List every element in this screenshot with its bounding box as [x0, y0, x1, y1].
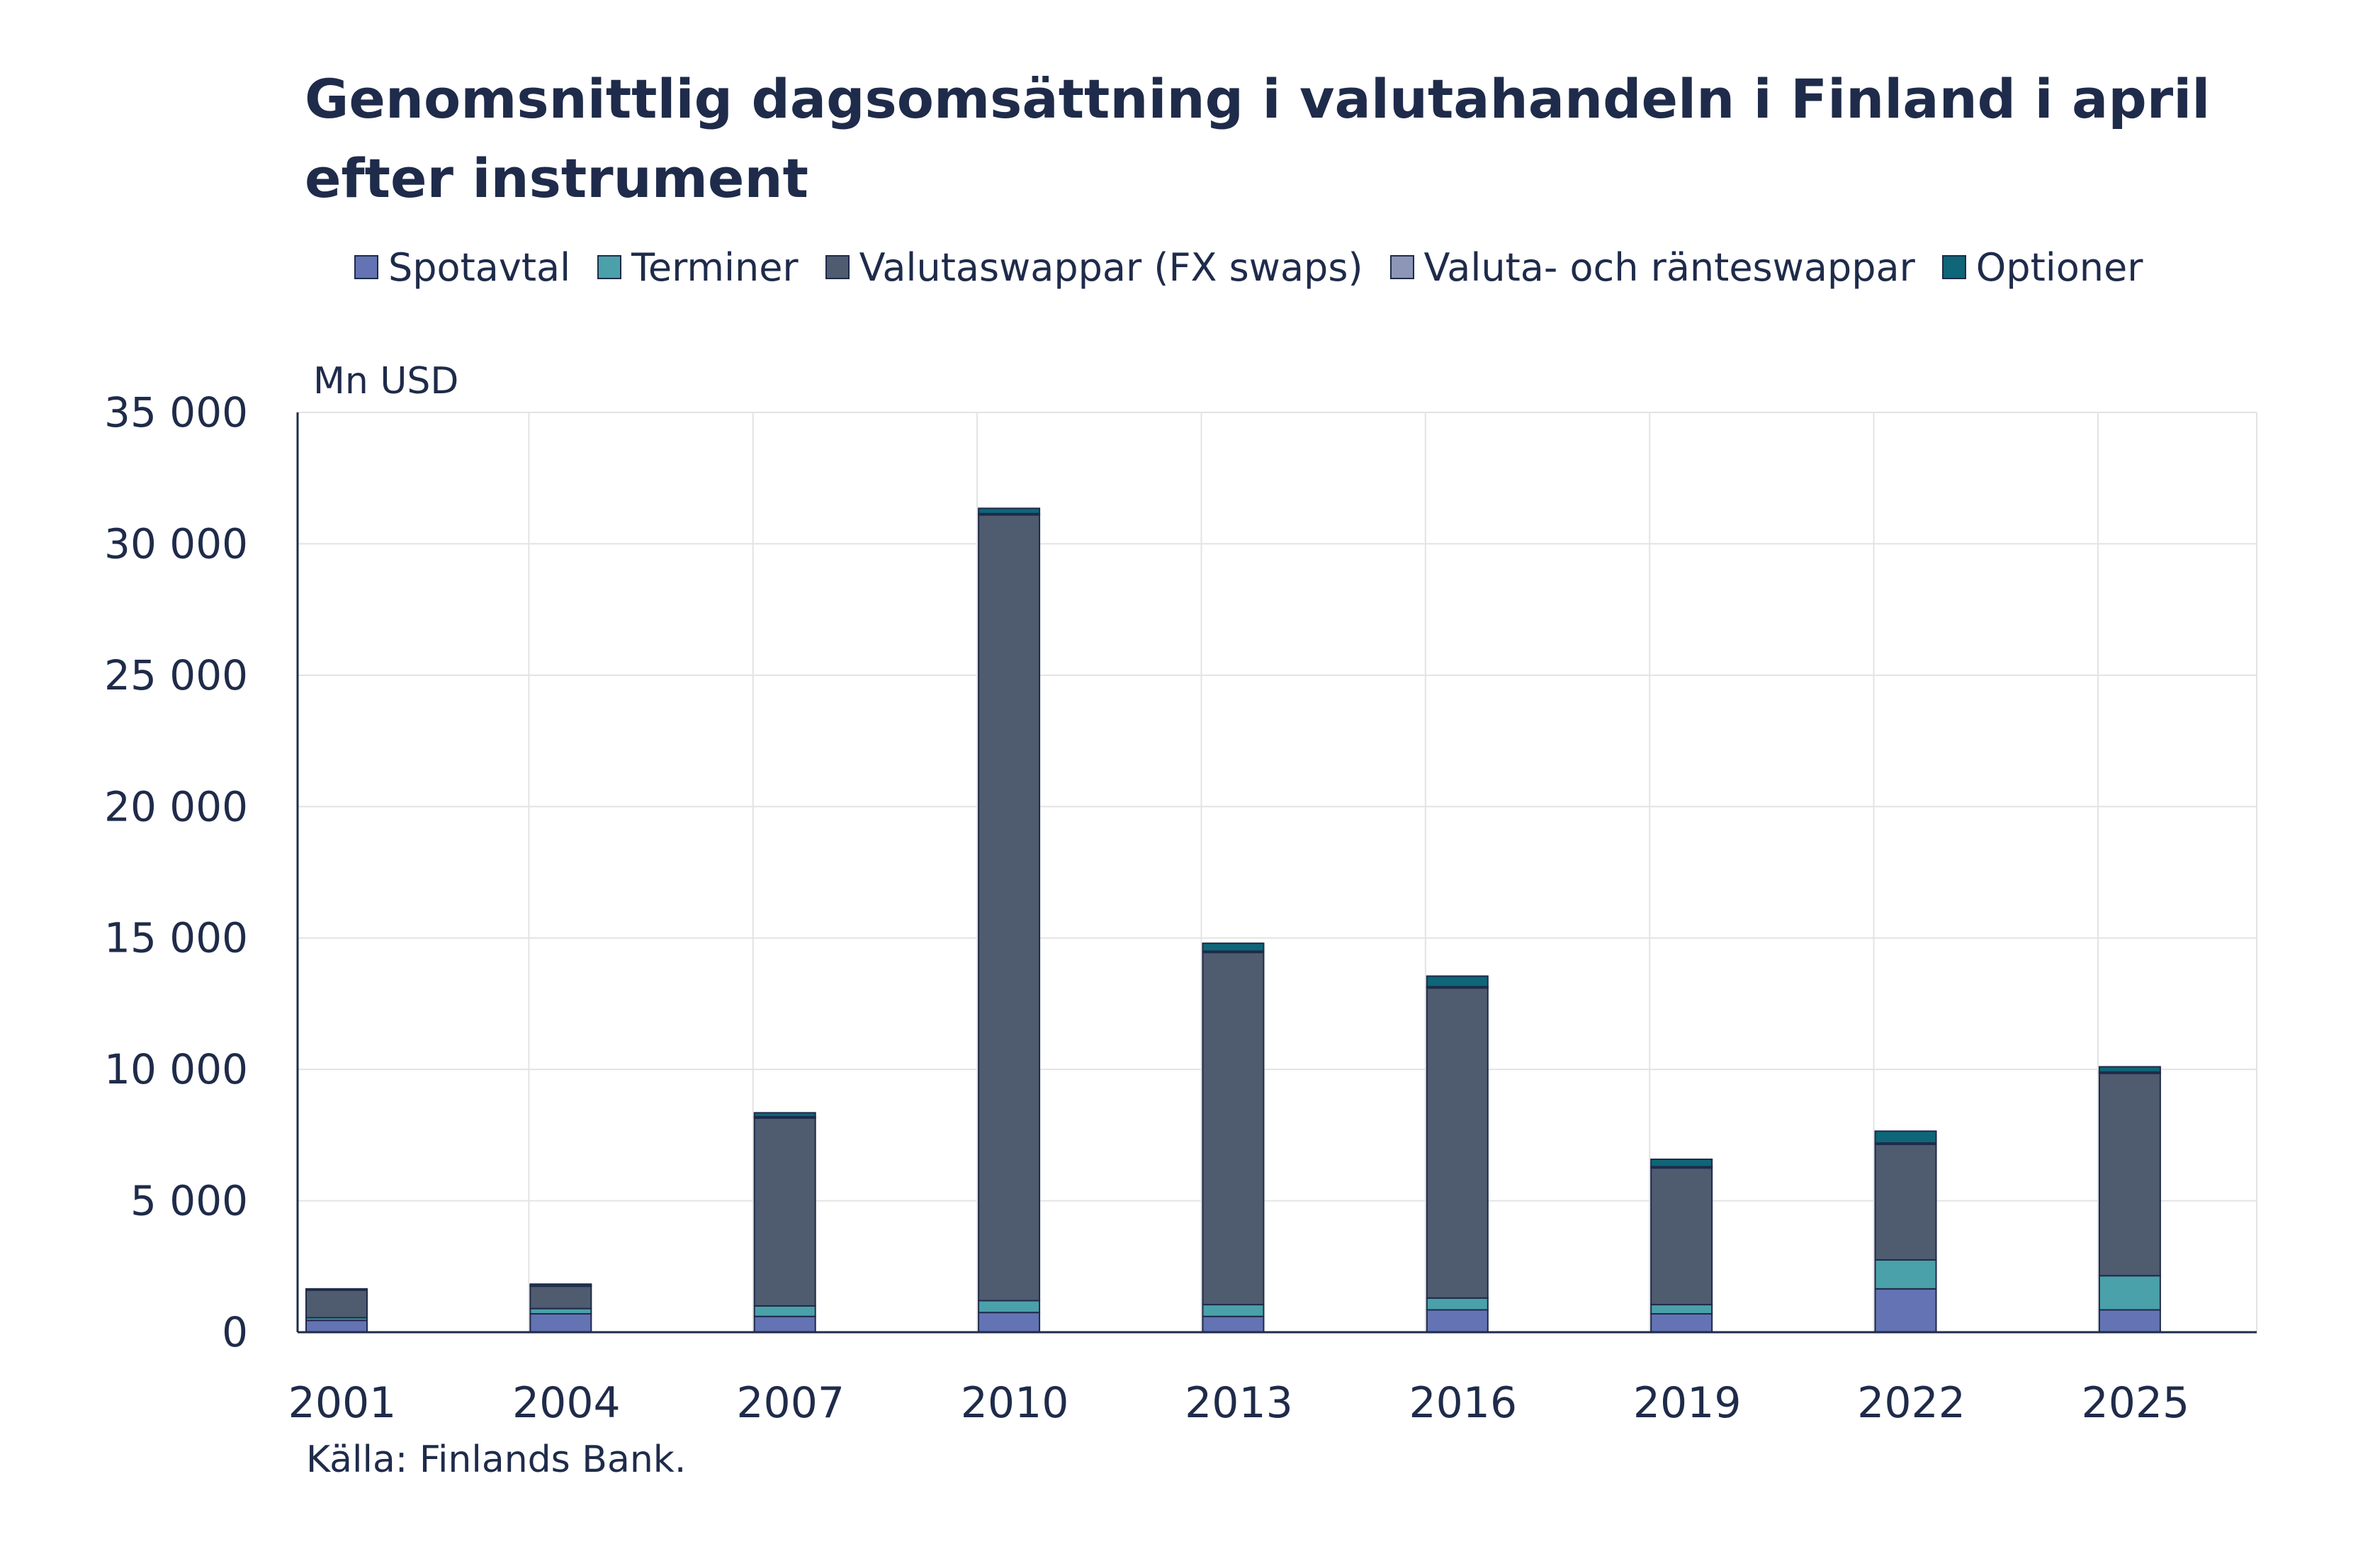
bar-segment: [978, 1300, 1041, 1314]
y-tick-label: 10 000: [104, 1045, 248, 1093]
bar-segment: [529, 1283, 592, 1287]
x-tick-label: 2022: [1857, 1378, 1966, 1428]
y-tick-label: 35 000: [104, 388, 248, 437]
bar-segment: [978, 1312, 1041, 1333]
bar-segment: [305, 1288, 368, 1290]
bar-segment: [753, 1117, 816, 1307]
legend-label: Valutaswappar (FX swaps): [859, 244, 1363, 290]
legend-item: Optioner: [1941, 244, 2143, 290]
bar-segment: [1874, 1130, 1937, 1144]
legend-label: Terminer: [631, 244, 799, 290]
x-tick-label: 2007: [736, 1378, 845, 1428]
bar-segment: [305, 1289, 368, 1319]
bar-segment: [1650, 1158, 1713, 1168]
bar-segment: [1650, 1167, 1713, 1306]
bar-segment: [1202, 1315, 1265, 1333]
bar-segment: [2098, 1072, 2161, 1277]
legend-swatch: [825, 255, 850, 279]
y-tick-label: 15 000: [104, 914, 248, 962]
x-tick-label: 2004: [512, 1378, 621, 1428]
bar-segment: [753, 1112, 816, 1117]
bar-segment: [2098, 1275, 2161, 1311]
source-note: Källa: Finlands Bank.: [306, 1438, 687, 1481]
y-tick-label: 5 000: [130, 1177, 248, 1225]
legend-item: Spotavtal: [354, 245, 570, 290]
legend-label: Optioner: [1975, 244, 2143, 290]
bar-segment: [305, 1319, 368, 1333]
y-tick-label: 30 000: [104, 519, 248, 568]
y-axis-unit-label: Mn USD: [313, 360, 459, 402]
x-tick-label: 2025: [2082, 1378, 2190, 1428]
bar-segment: [753, 1305, 816, 1317]
chart-title: Genomsnittlig dagsomsättning i valutahan…: [305, 67, 2211, 210]
x-tick-label: 2016: [1409, 1378, 1517, 1428]
chart-legend: Spotavtal Terminer Valutaswappar (FX swaps…: [354, 235, 2143, 299]
bar-segment: [1202, 1304, 1265, 1317]
bar-segment: [1874, 1288, 1937, 1334]
legend-swatch: [354, 255, 378, 279]
bar-segment: [1874, 1143, 1937, 1261]
bar-segment: [529, 1307, 592, 1315]
bar-segment: [1650, 1304, 1713, 1315]
legend-item: Valuta- och ränteswappar: [1389, 244, 1915, 290]
legend-item: Terminer: [597, 245, 799, 290]
bar-segment: [1426, 1297, 1489, 1311]
legend-item: Valutaswappar (FX swaps): [825, 245, 1363, 290]
legend-label: Spotavtal: [388, 244, 571, 290]
bar-segment: [2098, 1309, 2161, 1334]
bar-segment: [529, 1285, 592, 1310]
x-tick-label: 2019: [1633, 1378, 1742, 1428]
x-tick-label: 2001: [288, 1378, 397, 1428]
bar-segment: [1426, 987, 1489, 1299]
y-tick-label: 25 000: [104, 651, 248, 699]
x-tick-label: 2013: [1185, 1378, 1293, 1428]
bar-segment: [1202, 952, 1265, 1306]
bar-segment: [1426, 975, 1489, 988]
x-tick-label: 2010: [961, 1378, 1069, 1428]
legend-swatch: [597, 255, 622, 279]
bar-segment: [1874, 1259, 1937, 1290]
bar-segment: [1426, 1309, 1489, 1334]
bar-segment: [1650, 1313, 1713, 1334]
legend-label: Valuta- och ränteswappar: [1423, 244, 1915, 290]
bar-segment: [2098, 1066, 2161, 1073]
bar-segment: [978, 507, 1041, 514]
y-tick-label: 0: [222, 1308, 248, 1356]
bar-segment: [978, 514, 1041, 1302]
bar-segment: [753, 1315, 816, 1333]
bar-segment: [529, 1313, 592, 1334]
legend-swatch: [1389, 255, 1414, 279]
legend-swatch: [1941, 255, 1966, 279]
bar-segment: [1202, 942, 1265, 952]
y-tick-label: 20 000: [104, 782, 248, 831]
